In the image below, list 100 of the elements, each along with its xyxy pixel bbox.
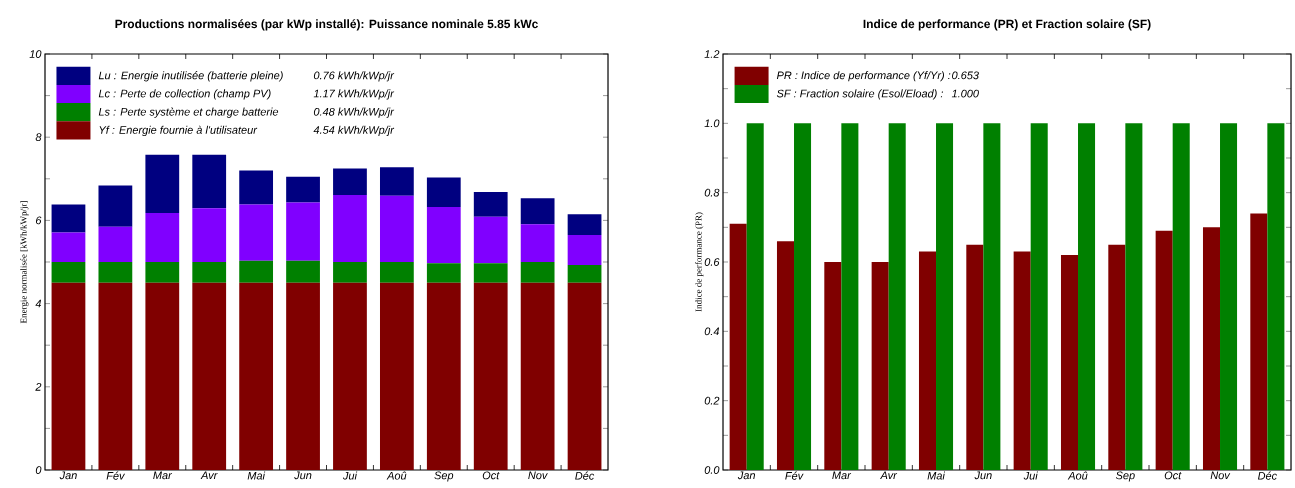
bar [333,262,367,283]
y-tick-label: 0.2 [704,396,720,405]
bar [333,195,367,262]
bar [286,282,320,470]
x-tick-label: Jan [737,471,756,480]
annotation: 1.000 [951,89,979,98]
bar [379,167,414,196]
bar [426,177,461,208]
bar [746,123,764,470]
bar [871,262,889,470]
bar [239,260,274,283]
bar [239,170,274,205]
bar [520,282,555,470]
x-tick-label: Mar [832,471,852,480]
y-tick-label: 1.2 [704,50,720,58]
bar [98,262,133,283]
y-tick-label: 2 [35,382,42,391]
bar [379,282,414,470]
bar [567,282,602,470]
y-tick-label: 8 [35,133,42,142]
x-tick-label: Jui [342,471,358,480]
bar [983,123,1001,470]
x-tick-label: Sep [1115,471,1135,482]
bar [520,224,555,262]
bar [520,198,555,225]
bar [567,234,602,265]
x-tick-label: Oct [1164,471,1182,480]
bar [426,282,461,470]
bar [379,262,414,283]
bar [239,204,274,261]
bar [286,176,320,203]
bar [473,192,508,217]
bar [794,123,812,470]
legend-label: Yf : Energie fournie à l'utilisateur [99,125,258,137]
bar [1202,227,1221,470]
legend-label: Ls : Perte système et charge batterie [98,107,279,118]
bar [192,282,227,470]
bar [145,154,180,213]
bar [51,282,86,470]
bar [1172,123,1190,470]
bar [1013,251,1031,470]
y-tick-label: 4 [35,299,42,308]
x-tick-label: Fév [106,471,126,480]
x-tick-label: Oct [482,471,500,480]
x-tick-label: Déc [1257,471,1277,480]
bar [286,260,320,283]
legend-label: SF : Fraction solaire (Esol/Eload) : [776,89,943,100]
bar [473,282,508,470]
y-tick-label: 0.6 [704,258,720,266]
bar [98,282,133,470]
y-tick-label: 0.8 [704,188,720,197]
bar [567,264,602,283]
x-tick-label: Jui [1023,471,1038,480]
chart-title: Productions normalisées (par kWp installé): Puissance nominale 5.85 kWc [115,19,538,31]
y-tick-label: 1.0 [704,119,720,128]
bar [841,123,859,470]
bar [192,262,227,283]
legend-label: Lu : Energie inutilisée (batterie pleine) [98,71,283,82]
bar [426,207,461,264]
bar [1267,123,1285,470]
bar [473,263,508,283]
bar [98,226,133,262]
bar [1220,123,1238,470]
y-tick-label: 0.0 [704,466,720,474]
bar [286,202,320,261]
chart-title: Indice de performance (PR) et Fraction solaire (SF) [863,19,1151,31]
x-tick-label: Avr [880,471,898,480]
bar [918,251,937,470]
x-tick-label: Jun [974,471,992,480]
annotation: 0.48 kWh/kWp/jr [313,107,395,118]
y-tick-label: 6 [35,216,42,225]
bar [936,123,954,470]
x-tick-label: Mai [247,471,266,480]
bar [520,262,555,283]
bar [1250,213,1268,470]
bar [1060,255,1079,470]
bar [888,123,906,470]
x-tick-label: Mar [153,471,173,480]
bar [51,232,86,262]
bar [567,214,602,235]
x-tick-label: Nov [1210,471,1231,480]
x-tick-label: Mai [927,471,946,480]
bar [1108,244,1126,470]
x-tick-label: Nov [528,471,548,480]
bar [333,168,367,196]
y-tick-label: 0.4 [704,327,720,336]
bar [145,262,180,283]
x-tick-label: Jan [59,471,77,480]
bar [51,204,86,233]
bar [239,282,274,470]
x-tick-label: Déc [575,471,595,480]
x-tick-label: Fév [785,471,804,480]
legend-label: PR : Indice de performance (Yf/Yr) : [776,71,951,82]
annotation: 0.653 [952,71,979,80]
bar [379,195,414,262]
x-tick-label: Aoû [386,471,407,480]
y-tick-label: 0 [35,466,42,474]
bar [1030,123,1048,470]
bar [192,154,227,209]
x-tick-label: Aoû [1067,471,1088,480]
